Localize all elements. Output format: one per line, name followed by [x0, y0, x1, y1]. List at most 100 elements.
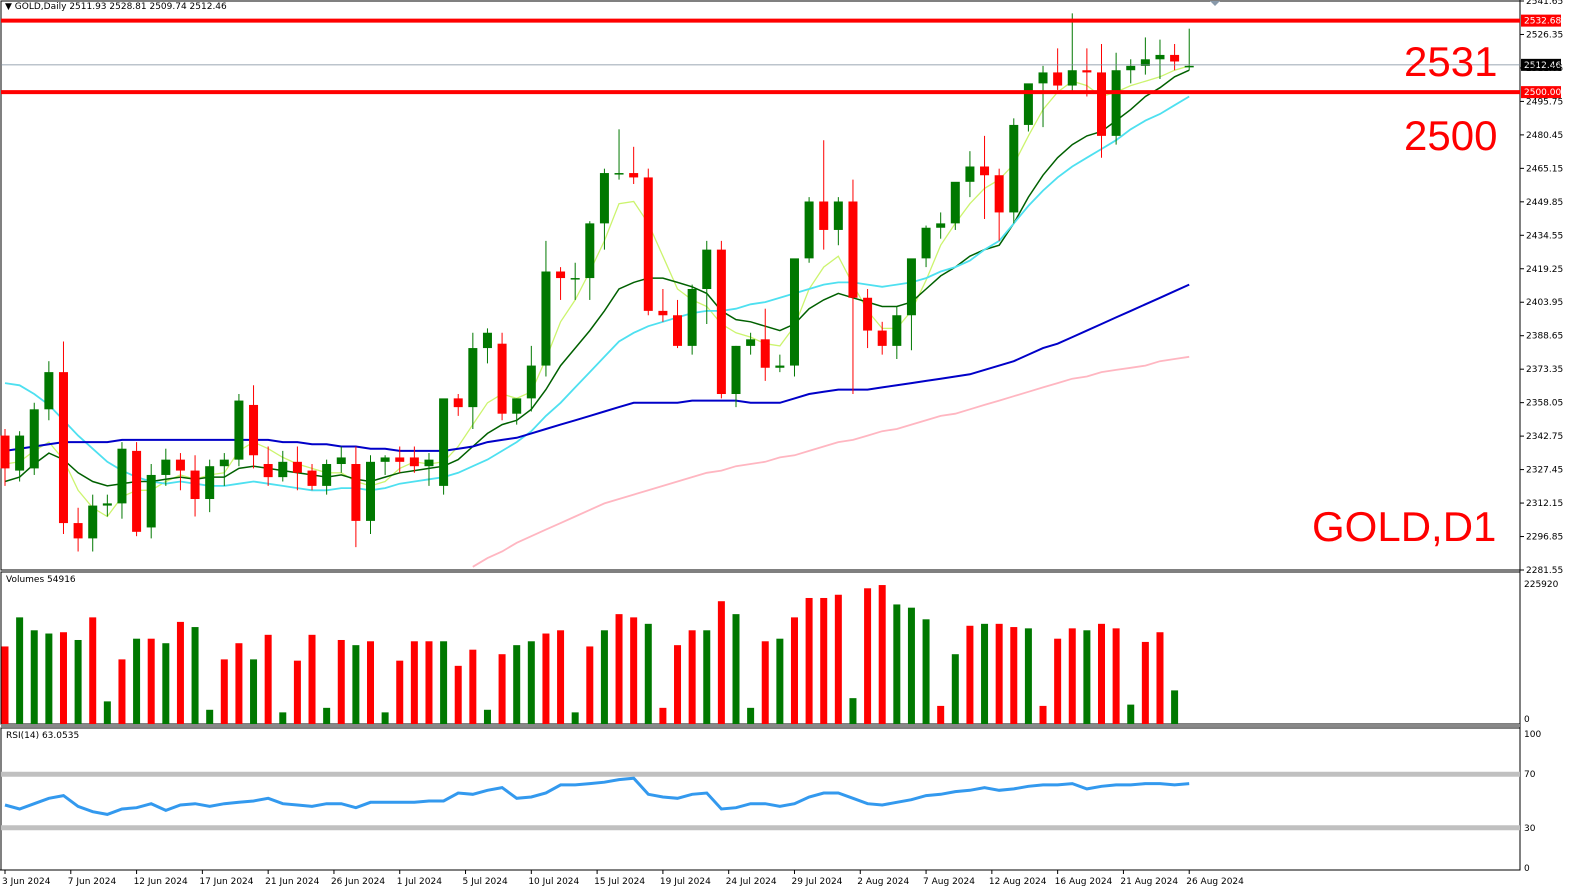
- candle[interactable]: [409, 446, 419, 473]
- candle-body: [409, 457, 419, 467]
- candle[interactable]: [629, 146, 639, 184]
- candle[interactable]: [1170, 43, 1180, 71]
- candle[interactable]: [994, 168, 1004, 241]
- candle[interactable]: [775, 354, 785, 373]
- candle[interactable]: [848, 179, 858, 395]
- shift-marker-icon[interactable]: [1210, 1, 1220, 6]
- candle[interactable]: [1126, 59, 1136, 84]
- candle[interactable]: [541, 240, 551, 377]
- candle[interactable]: [58, 341, 68, 535]
- candle[interactable]: [482, 328, 492, 364]
- candle[interactable]: [234, 394, 244, 467]
- candle[interactable]: [965, 151, 975, 198]
- candle[interactable]: [424, 453, 434, 486]
- candle[interactable]: [1097, 43, 1106, 158]
- candle[interactable]: [760, 308, 770, 381]
- candle[interactable]: [512, 398, 522, 425]
- candle[interactable]: [892, 306, 902, 360]
- candle[interactable]: [833, 197, 843, 246]
- volume-bar: [703, 630, 711, 724]
- candle[interactable]: [1038, 65, 1048, 128]
- candle[interactable]: [804, 197, 814, 263]
- candle[interactable]: [29, 402, 39, 475]
- candle[interactable]: [73, 507, 83, 552]
- candle[interactable]: [292, 446, 302, 491]
- candle[interactable]: [497, 332, 507, 421]
- candle[interactable]: [1082, 48, 1092, 97]
- candle[interactable]: [570, 262, 580, 300]
- candle[interactable]: [88, 494, 98, 552]
- candle-body: [556, 271, 566, 279]
- candle[interactable]: [1009, 118, 1019, 224]
- candle[interactable]: [468, 332, 478, 430]
- candle[interactable]: [190, 455, 200, 517]
- volume-bar: [367, 641, 374, 724]
- candle[interactable]: [731, 345, 741, 408]
- candle[interactable]: [15, 431, 25, 482]
- candle[interactable]: [1111, 52, 1121, 145]
- ma-line-fast: [4, 65, 1190, 518]
- candle[interactable]: [716, 240, 726, 399]
- candle[interactable]: [278, 450, 288, 482]
- candle[interactable]: [1140, 37, 1150, 75]
- candle[interactable]: [1023, 83, 1033, 132]
- candle[interactable]: [980, 135, 990, 219]
- candle[interactable]: [132, 442, 142, 537]
- candle[interactable]: [102, 494, 112, 517]
- candle[interactable]: [117, 442, 127, 519]
- candle[interactable]: [0, 429, 10, 486]
- candle-body: [804, 201, 814, 259]
- candle[interactable]: [585, 221, 595, 300]
- candle[interactable]: [950, 181, 960, 230]
- candle[interactable]: [219, 453, 229, 486]
- candle[interactable]: [906, 258, 916, 351]
- candlesticks[interactable]: [0, 13, 1194, 552]
- horizontal-levels[interactable]: 2532.68 2500.00 2512.46: [1, 14, 1561, 99]
- price-tick-label: 2342.75: [1526, 432, 1563, 442]
- candle[interactable]: [877, 321, 887, 355]
- candle[interactable]: [789, 258, 799, 377]
- candle[interactable]: [249, 385, 259, 469]
- candle[interactable]: [453, 394, 463, 416]
- candle[interactable]: [336, 446, 346, 473]
- candle[interactable]: [146, 464, 156, 539]
- candle[interactable]: [819, 140, 829, 250]
- candle[interactable]: [395, 446, 405, 473]
- candle-body: [512, 398, 522, 414]
- candle[interactable]: [351, 446, 361, 548]
- candle[interactable]: [921, 225, 931, 268]
- candle[interactable]: [687, 284, 697, 355]
- volume-bar: [250, 659, 258, 724]
- candle[interactable]: [556, 267, 566, 300]
- candle[interactable]: [263, 446, 273, 486]
- candle[interactable]: [746, 332, 756, 355]
- candle[interactable]: [1067, 13, 1077, 93]
- candle[interactable]: [322, 459, 332, 495]
- candle[interactable]: [614, 129, 624, 180]
- candle[interactable]: [175, 453, 185, 491]
- candle[interactable]: [307, 464, 317, 491]
- candle[interactable]: [658, 289, 668, 322]
- candle[interactable]: [366, 455, 375, 535]
- dropdown-arrow-icon[interactable]: ▼: [5, 2, 12, 12]
- candle[interactable]: [526, 345, 536, 412]
- volume-bar: [59, 632, 67, 724]
- candle[interactable]: [1155, 39, 1165, 79]
- candle[interactable]: [1053, 48, 1063, 90]
- volume-pane-frame: [0, 571, 1521, 725]
- candle[interactable]: [599, 168, 609, 250]
- candle[interactable]: [936, 212, 946, 239]
- candle[interactable]: [863, 289, 873, 349]
- candle[interactable]: [702, 240, 712, 325]
- candle[interactable]: [161, 448, 171, 486]
- candle[interactable]: [380, 455, 390, 475]
- candle[interactable]: [1184, 28, 1194, 71]
- rsi-indicator: [1, 771, 1520, 831]
- candle[interactable]: [205, 459, 215, 513]
- volume-pane-title: Volumes 54916: [6, 575, 76, 585]
- candle[interactable]: [44, 361, 54, 421]
- candle[interactable]: [643, 168, 653, 316]
- candle[interactable]: [439, 398, 449, 495]
- candle[interactable]: [673, 299, 683, 349]
